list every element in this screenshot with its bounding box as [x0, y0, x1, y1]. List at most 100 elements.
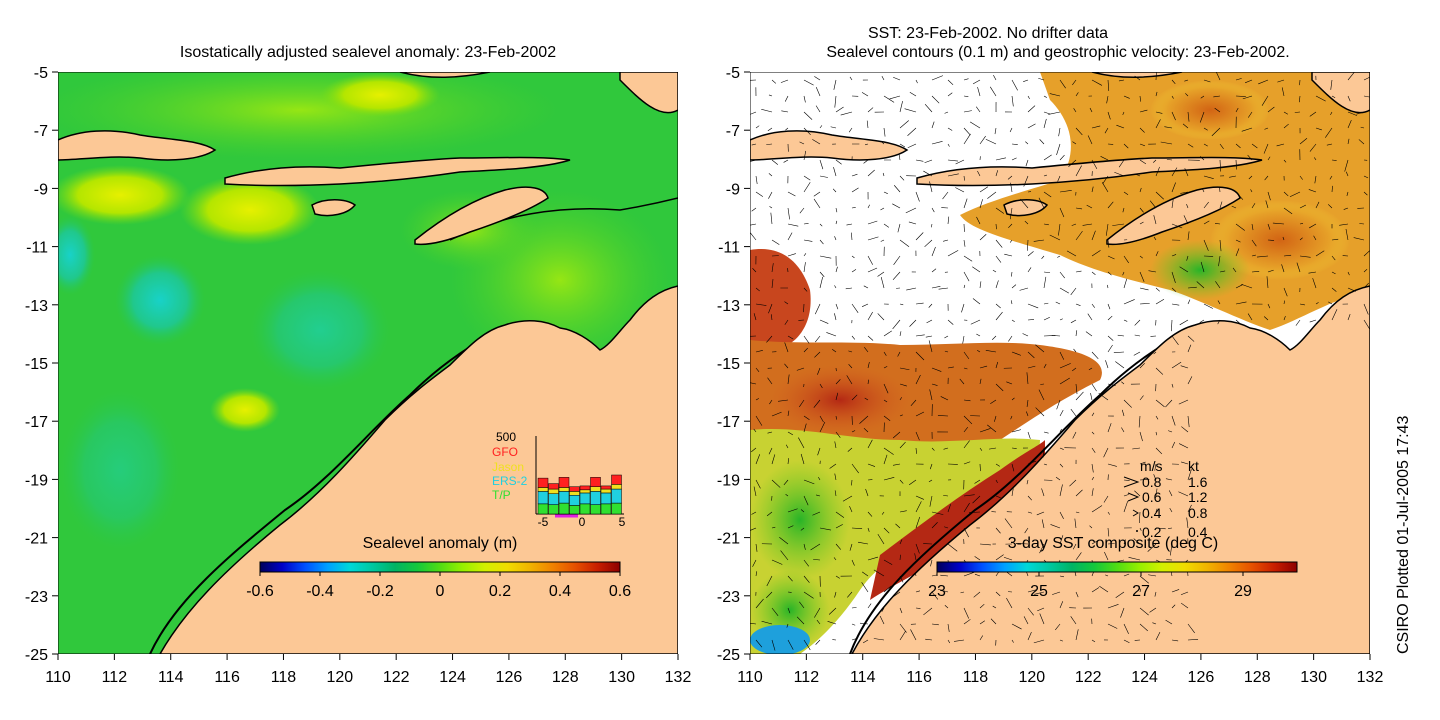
velocity-arrow: [881, 75, 885, 81]
velocity-arrow: [1235, 107, 1239, 113]
velocity-arrow: [803, 543, 806, 550]
velocity-arrow: [1036, 511, 1045, 516]
velocity-arrow: [1007, 175, 1013, 180]
velocity-arrow: [976, 216, 981, 225]
velocity-arrow: [899, 367, 910, 371]
velocity-arrow: [995, 303, 1001, 309]
velocity-arrow: [963, 284, 966, 289]
left-axis-xtick-label: 120: [326, 669, 353, 686]
velocity-arrow: [851, 607, 857, 609]
velocity-arrow: [1043, 316, 1050, 321]
velocity-arrow: [1112, 223, 1125, 226]
velocity-arrow: [813, 198, 821, 209]
velocity-arrow: [992, 269, 997, 273]
velocity-arrow: [1358, 139, 1365, 145]
velocity-arrow: [1139, 109, 1148, 113]
velocity-arrow: [1330, 79, 1333, 90]
velocity-arrow-field: [750, 72, 1370, 651]
velocity-arrow: [851, 463, 859, 474]
velocity-arrow: [972, 266, 981, 273]
velocity-arrow: [1091, 250, 1101, 257]
velocity-arrow: [915, 159, 924, 162]
velocity-arrow: [785, 127, 789, 131]
right-java-island: [750, 130, 909, 161]
velocity-arrow: [1168, 490, 1173, 497]
velocity-arrow: [899, 479, 904, 484]
velocity-arrow: [915, 232, 924, 241]
velocity-arrow: [819, 255, 832, 259]
velocity-arrow: [1344, 159, 1349, 172]
velocity-arrow: [835, 207, 838, 213]
velocity-arrow: [1203, 127, 1208, 131]
velocity-arrow: [915, 516, 920, 529]
left-anomaly-teal-low: [250, 270, 390, 390]
velocity-arrow: [1016, 543, 1029, 545]
velocity-arrow: [940, 574, 949, 577]
velocity-arrow: [851, 479, 853, 486]
right-axis-ytick-label: -23: [717, 589, 740, 606]
inset-bar-segment-tp: [600, 503, 612, 515]
velocity-arrow: [1187, 111, 1190, 122]
velocity-arrow: [1037, 607, 1045, 612]
velocity-arrow: [1134, 173, 1141, 177]
velocity-arrow: [780, 79, 789, 83]
velocity-arrow: [815, 639, 821, 645]
velocity-arrow: [890, 591, 901, 600]
velocity-arrow: [979, 428, 991, 433]
velocity-arrow: [1235, 239, 1241, 243]
velocity-arrow: [1090, 392, 1093, 401]
velocity-arrow: [780, 550, 789, 561]
velocity-arrow: [787, 410, 790, 417]
velocity-arrow: [995, 170, 999, 177]
velocity-arrow: [963, 502, 970, 513]
velocity-arrow: [947, 143, 950, 147]
velocity-arrow: [1082, 223, 1093, 226]
inset-bar-segment-jason: [611, 484, 622, 490]
velocity-arrow: [1347, 287, 1356, 292]
velocity-arrow: [834, 490, 837, 497]
velocity-arrow: [755, 415, 763, 426]
velocity-arrow: [753, 428, 757, 433]
velocity-arrow: [1232, 267, 1237, 273]
velocity-arrow: [1027, 607, 1034, 616]
velocity-arrow: [1283, 111, 1288, 115]
velocity-arrow: [1026, 411, 1029, 417]
velocity-arrow: [787, 253, 796, 257]
velocity-arrow: [1139, 159, 1147, 165]
inset-legend-tp: T/P: [492, 488, 511, 502]
velocity-arrow: [1184, 168, 1189, 177]
velocity-arrow: [937, 415, 949, 417]
velocity-arrow: [1179, 443, 1189, 449]
velocity-arrow: [1059, 463, 1064, 468]
velocity-arrow: [1330, 111, 1333, 115]
velocity-legend-ms-04: 0.4: [1142, 505, 1162, 521]
velocity-arrow: [898, 154, 901, 161]
velocity-arrow: [1075, 165, 1082, 177]
velocity-arrow: [851, 559, 855, 566]
velocity-arrow: [1187, 415, 1190, 428]
left-anomaly-yellow-3: [320, 73, 440, 117]
velocity-arrow: [1347, 313, 1351, 321]
velocity-arrow: [1331, 287, 1337, 292]
velocity-arrow: [1075, 127, 1083, 136]
velocity-arrow: [1187, 335, 1195, 342]
velocity-arrow: [987, 191, 997, 199]
velocity-arrow: [833, 167, 837, 177]
velocity-arrow: [1091, 230, 1096, 241]
velocity-arrow: [892, 203, 901, 209]
velocity-arrow: [1122, 207, 1125, 213]
left-axis-xtick-label: 118: [271, 669, 297, 686]
velocity-arrow: [1068, 159, 1077, 167]
velocity-arrow: [1038, 77, 1045, 81]
velocity-arrow: [883, 585, 892, 593]
velocity-arrow: [1059, 190, 1072, 193]
velocity-arrow: [1075, 391, 1084, 401]
velocity-arrow: [1155, 399, 1165, 408]
velocity-arrow: [833, 79, 837, 90]
velocity-arrow: [1118, 159, 1125, 168]
velocity-arrow: [1020, 198, 1029, 209]
velocity-arrow: [1153, 236, 1157, 241]
velocity-arrow: [963, 255, 973, 262]
velocity-arrow: [931, 207, 935, 213]
velocity-arrow: [992, 335, 997, 340]
